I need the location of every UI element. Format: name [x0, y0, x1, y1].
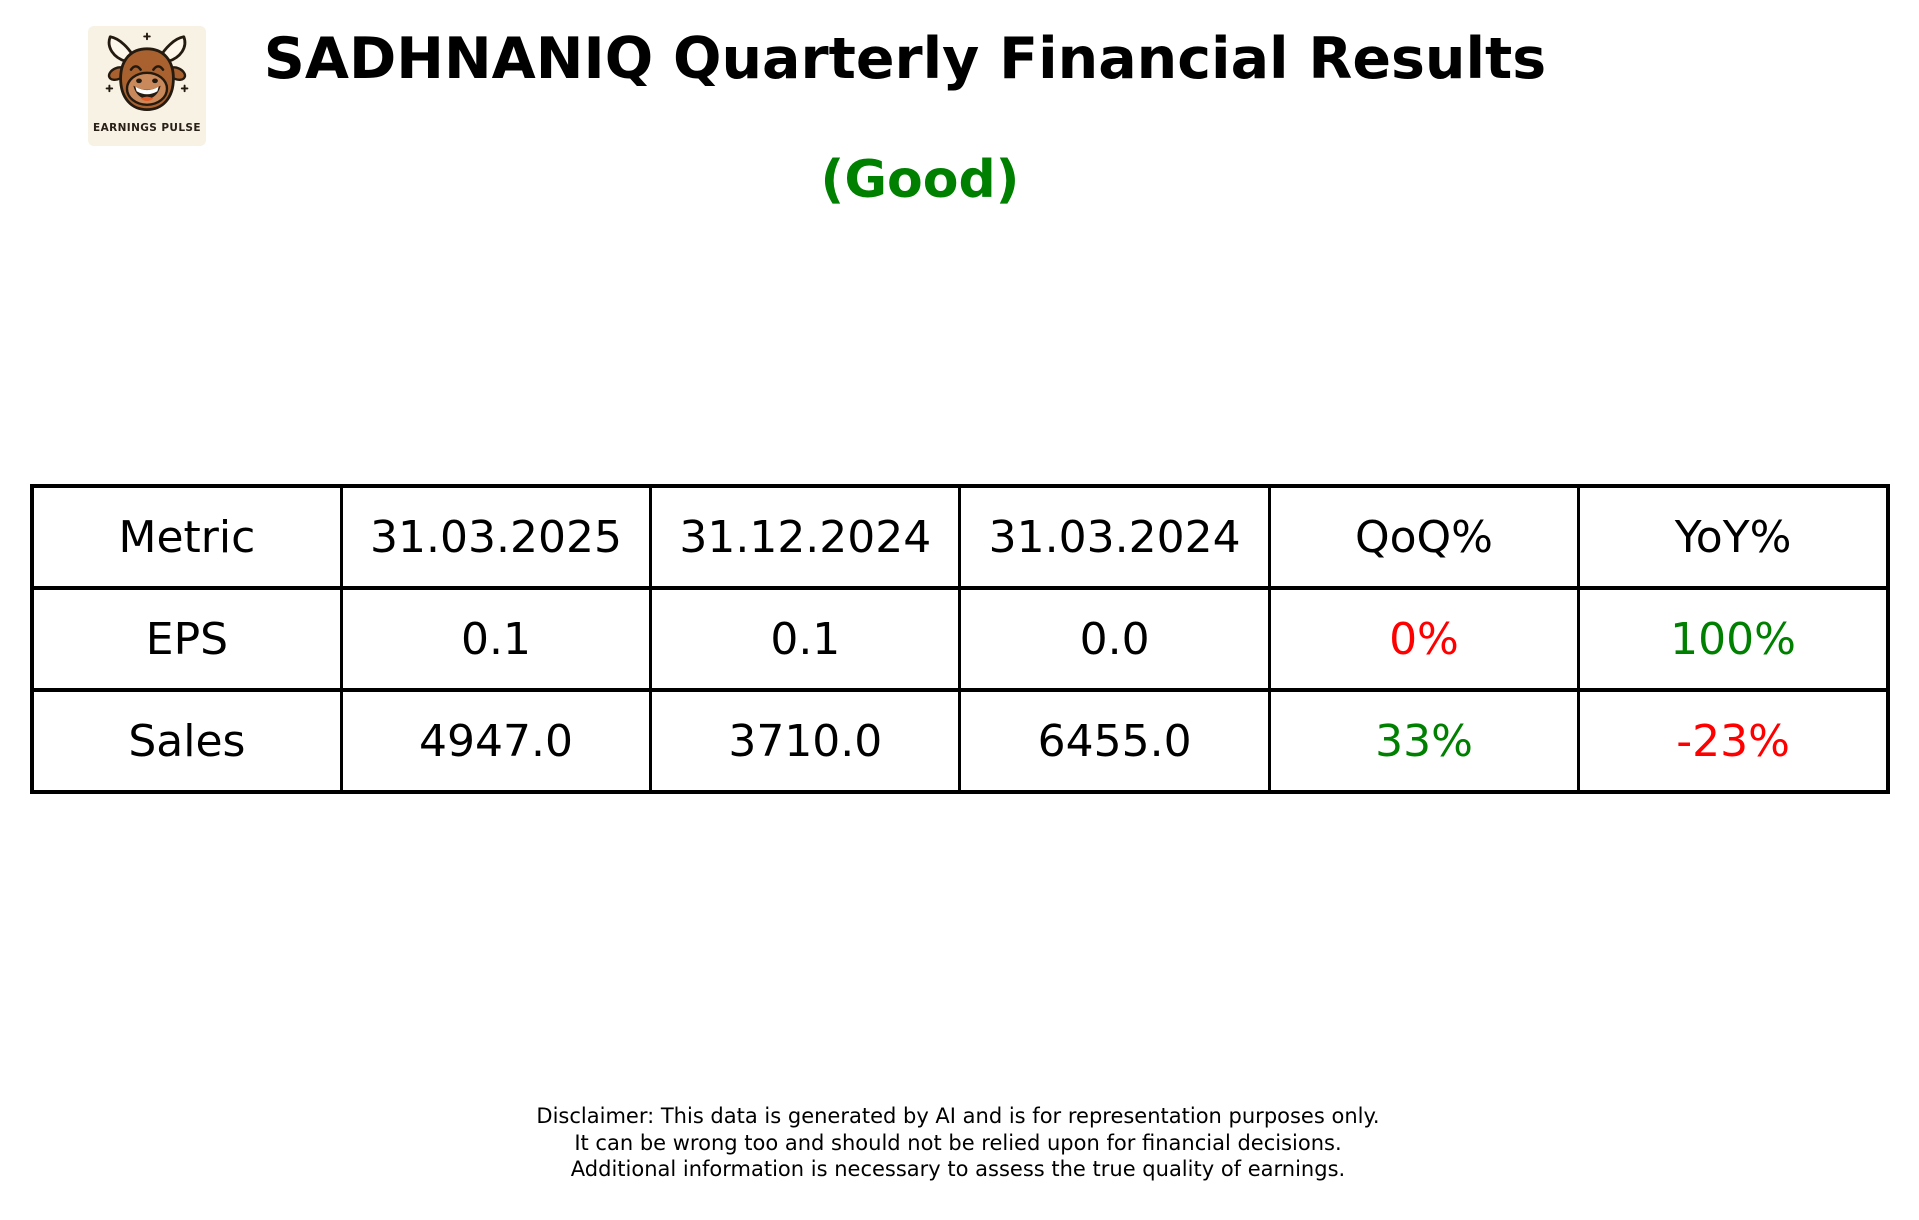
disclaimer-line-3: Additional information is necessary to a… [570, 1157, 1346, 1181]
col-header-yoy: YoY% [1577, 484, 1890, 590]
disclaimer-line-1: Disclaimer: This data is generated by AI… [536, 1104, 1380, 1128]
eps-previous: 0.1 [649, 586, 962, 692]
col-header-metric: Metric [30, 484, 343, 590]
verdict-label: (Good) [820, 150, 1020, 210]
metric-label: Sales [30, 688, 343, 794]
eps-yoy-change: 100% [1577, 586, 1890, 692]
eps-qoq-change: 0% [1267, 586, 1581, 692]
sales-qoq-change: 33% [1267, 688, 1581, 794]
results-table: Metric 31.03.2025 31.12.2024 31.03.2024 … [30, 484, 1890, 794]
eps-yearago: 0.0 [958, 586, 1271, 692]
page-title: SADHNANIQ Quarterly Financial Results [263, 26, 1547, 92]
col-header-qoq: QoQ% [1267, 484, 1581, 590]
eps-current: 0.1 [339, 586, 653, 692]
sales-current: 4947.0 [339, 688, 653, 794]
col-header-q-current: 31.03.2025 [339, 484, 653, 590]
table-row-sales: Sales 4947.0 3710.0 6455.0 33% -23% [30, 688, 1890, 794]
sales-yoy-change: -23% [1577, 688, 1890, 794]
laughing-bull-icon [105, 32, 189, 112]
col-header-q-yearago: 31.03.2024 [958, 484, 1271, 590]
sales-previous: 3710.0 [649, 688, 962, 794]
disclaimer-text: Disclaimer: This data is generated by AI… [0, 1103, 1916, 1183]
col-header-q-previous: 31.12.2024 [649, 484, 962, 590]
table-header-row: Metric 31.03.2025 31.12.2024 31.03.2024 … [30, 484, 1890, 590]
metric-label: EPS [30, 586, 343, 692]
brand-name: EARNINGS PULSE [93, 122, 201, 134]
sales-yearago: 6455.0 [958, 688, 1271, 794]
table-row-eps: EPS 0.1 0.1 0.0 0% 100% [30, 586, 1890, 692]
disclaimer-line-2: It can be wrong too and should not be re… [574, 1130, 1342, 1155]
brand-logo: EARNINGS PULSE [88, 26, 206, 146]
